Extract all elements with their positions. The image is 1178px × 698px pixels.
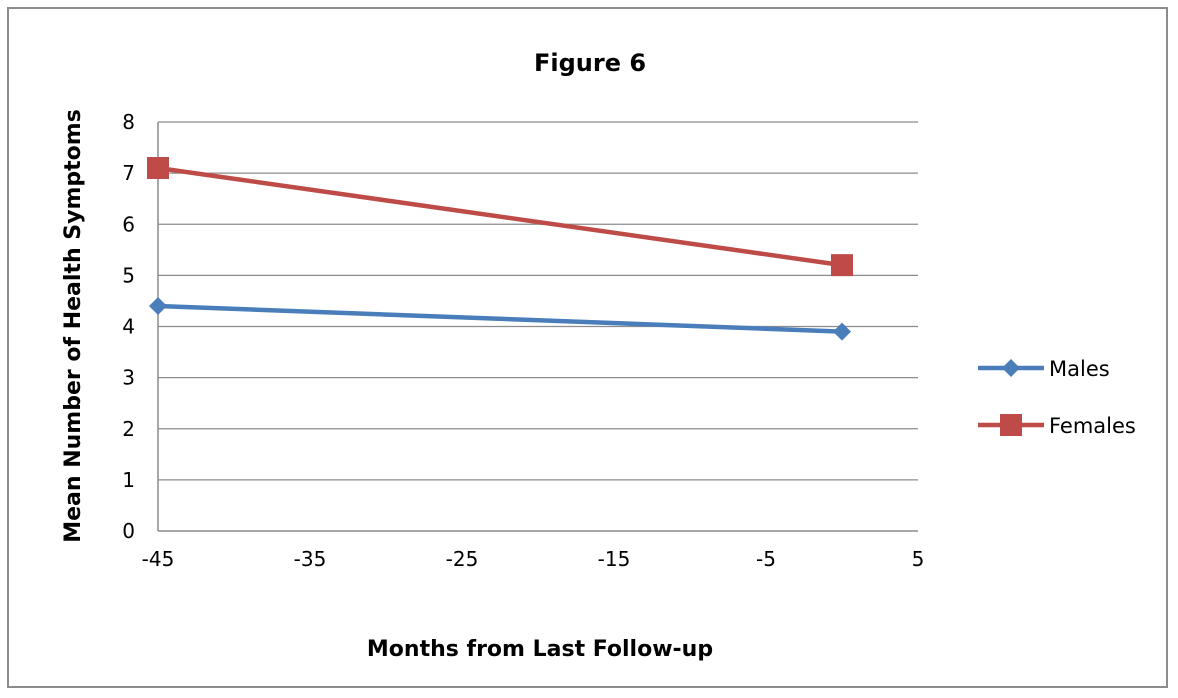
legend-item-males: Males xyxy=(978,357,1110,381)
y-tick-label: 5 xyxy=(122,263,135,287)
x-tick-label: -25 xyxy=(446,547,479,571)
x-tick-label: -35 xyxy=(294,547,327,571)
y-tick-label: 1 xyxy=(122,468,135,492)
x-tick-label: 5 xyxy=(912,547,925,571)
data-point-males xyxy=(833,322,851,341)
legend-diamond-marker xyxy=(1002,359,1020,377)
series-line-females xyxy=(157,165,843,268)
y-tick-label: 7 xyxy=(122,161,135,185)
x-tick-label: -45 xyxy=(142,547,175,571)
y-axis-title: Mean Number of Health Symptoms xyxy=(61,109,86,543)
legend-label: Females xyxy=(1049,414,1136,438)
x-tick-label: -15 xyxy=(598,547,631,571)
y-tick-label: 4 xyxy=(122,315,135,339)
y-tick-label: 3 xyxy=(122,366,135,390)
data-point-females xyxy=(831,254,853,277)
legend-square-marker xyxy=(1000,414,1022,436)
legend-item-females: Females xyxy=(978,414,1136,438)
y-tick-label: 0 xyxy=(122,519,135,543)
chart-frame xyxy=(7,7,1168,688)
y-tick-label: 8 xyxy=(122,110,135,134)
gridlines xyxy=(158,121,918,481)
x-axis-title: Months from Last Follow-up xyxy=(367,637,713,662)
legend: Males Females xyxy=(978,357,1136,438)
y-tick-label: 6 xyxy=(122,212,135,236)
y-tick-labels: 0 1 2 3 4 5 6 7 8 xyxy=(122,110,135,543)
series-lines xyxy=(147,157,853,341)
legend-label: Males xyxy=(1049,357,1110,381)
data-point-males xyxy=(149,297,167,316)
y-tick-label: 2 xyxy=(122,417,135,441)
data-point-females xyxy=(147,157,169,180)
chart-title: Figure 6 xyxy=(534,49,646,77)
series-line-males xyxy=(157,303,843,334)
axes xyxy=(157,122,918,532)
x-tick-labels: -45 -35 -25 -15 -5 5 xyxy=(142,547,925,571)
x-tick-label: -5 xyxy=(756,547,776,571)
